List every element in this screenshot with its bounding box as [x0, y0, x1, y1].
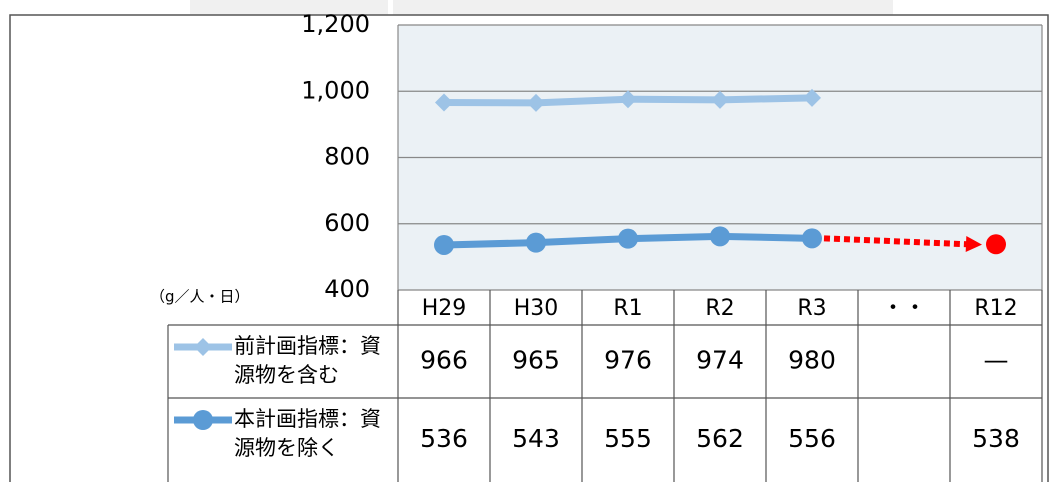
table-value: 543 [512, 424, 560, 453]
marker [527, 93, 545, 112]
target-arrowhead [965, 235, 982, 252]
marker [618, 228, 638, 249]
table-value: 976 [604, 346, 652, 375]
marker [711, 90, 729, 109]
marker [710, 226, 730, 247]
toolbar-box [393, 0, 893, 15]
y-tick-label: 1,000 [301, 76, 370, 104]
y-tick-label: 800 [324, 143, 370, 171]
marker [802, 228, 822, 249]
x-tick-label: R1 [613, 296, 642, 321]
frame [9, 14, 1049, 482]
table-value: 556 [788, 424, 836, 453]
x-tick-label: R2 [705, 296, 734, 321]
table-value: 536 [420, 424, 468, 453]
target-arrow [823, 235, 969, 248]
marker [619, 90, 637, 109]
table-value: 965 [512, 346, 560, 375]
legend-label: 前計画指標：資源物を含む [234, 334, 381, 387]
marker [803, 88, 821, 107]
x-tick-label: ・・ [882, 296, 926, 321]
marker [193, 410, 213, 430]
table-value: 966 [420, 346, 468, 375]
x-tick-label: H29 [422, 296, 467, 321]
table-value: 555 [604, 424, 652, 453]
x-tick-label: R12 [974, 296, 1017, 321]
y-tick-label: 1,200 [301, 10, 370, 38]
marker [526, 232, 546, 253]
toolbar-box [190, 0, 388, 15]
marker [986, 234, 1006, 255]
legend-label: 本計画指標：資源物を除く [234, 407, 381, 460]
x-tick-label: R3 [797, 296, 826, 321]
y-tick-label: 400 [324, 275, 370, 303]
table-value: 974 [696, 346, 744, 375]
marker [434, 234, 454, 255]
marker [435, 93, 453, 112]
x-tick-label: H30 [514, 296, 559, 321]
table-value: 562 [696, 424, 744, 453]
table-value: — [984, 346, 1009, 375]
table-value: 980 [788, 346, 836, 375]
table-value: 538 [972, 424, 1020, 453]
marker [194, 338, 212, 356]
unit-label: （g／人・日） [150, 288, 250, 306]
y-tick-label: 600 [324, 209, 370, 237]
